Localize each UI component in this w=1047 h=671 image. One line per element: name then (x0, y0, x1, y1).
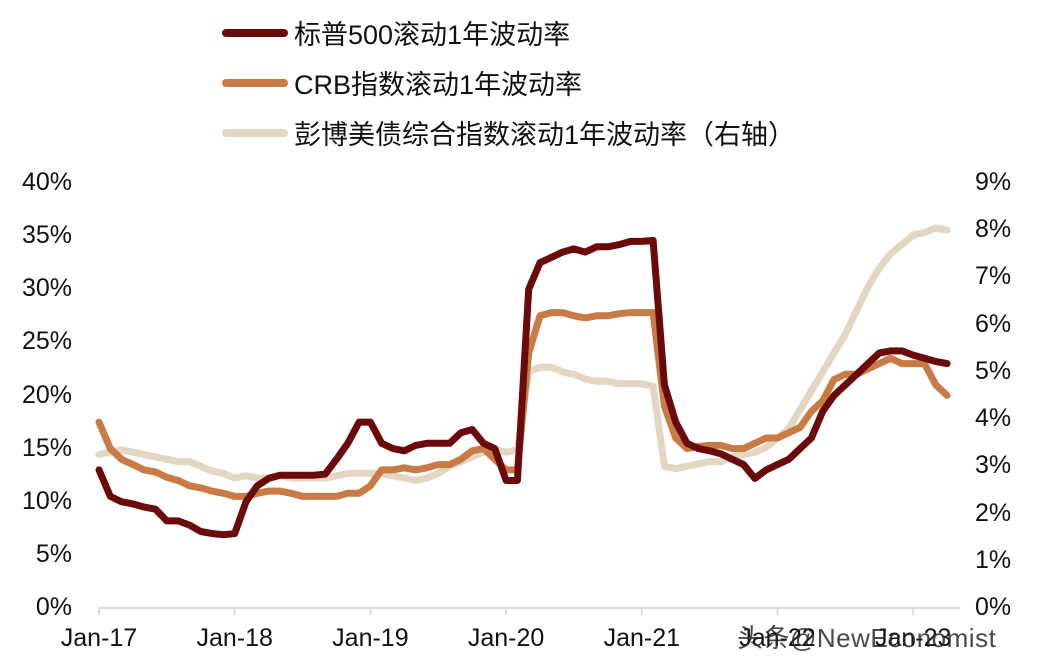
right-y-tick-label: 4% (975, 404, 1012, 433)
legend-swatch-crb (222, 78, 288, 87)
left-y-tick-label: 35% (21, 221, 72, 250)
left-y-tick-label: 10% (21, 486, 72, 515)
legend-item-crb: CRB指数滚动1年波动率 (222, 63, 582, 102)
x-tick-label: Jan-20 (467, 624, 545, 652)
left-y-tick-label: 15% (21, 433, 72, 462)
left-y-tick-label: 0% (35, 593, 72, 621)
right-y-tick-label: 3% (975, 451, 1012, 480)
right-y-tick-label: 6% (975, 309, 1012, 338)
x-tick-label: Jan-18 (196, 624, 273, 652)
x-tick-label: Jan-19 (332, 624, 409, 652)
left-y-tick-label: 5% (35, 539, 72, 568)
left-y-tick-label: 40% (21, 168, 72, 196)
x-tick-label: Jan-17 (60, 624, 138, 652)
watermark: 头条@NewEconomist (737, 623, 997, 653)
legend-label-crb: CRB指数滚动1年波动率 (294, 70, 583, 100)
series-lines (95, 224, 951, 539)
right-y-tick-label: 0% (975, 593, 1012, 621)
x-tick-label: Jan-22 (739, 624, 816, 652)
legend-item-bloomberg-bond: 彭博美债综合指数滚动1年波动率（右轴） (222, 113, 795, 152)
right-y-tick-label: 8% (975, 215, 1012, 244)
legend-label-sp500: 标普500滚动1年波动率 (294, 20, 571, 50)
legend-label-bloomberg-bond: 彭博美债综合指数滚动1年波动率（右轴） (294, 120, 796, 150)
series-line-sp500 (95, 236, 951, 539)
left-y-tick-label: 25% (21, 327, 72, 356)
right-y-tick-label: 5% (975, 356, 1012, 385)
legend-swatch-bloomberg-bond (222, 128, 288, 137)
right-y-tick-label: 1% (975, 545, 1012, 574)
x-tick-label: Jan-21 (603, 624, 681, 652)
left-y-tick-label: 20% (21, 380, 72, 409)
right-y-tick-label: 9% (975, 168, 1012, 196)
right-y-tick-label: 2% (975, 498, 1012, 527)
legend-swatch-sp500 (222, 28, 288, 37)
x-axis (98, 607, 960, 615)
left-y-tick-label: 30% (21, 274, 72, 303)
legend-item-sp500: 标普500滚动1年波动率 (222, 13, 570, 52)
right-y-tick-label: 7% (975, 262, 1012, 291)
x-tick-label: Jan-23 (874, 624, 952, 652)
